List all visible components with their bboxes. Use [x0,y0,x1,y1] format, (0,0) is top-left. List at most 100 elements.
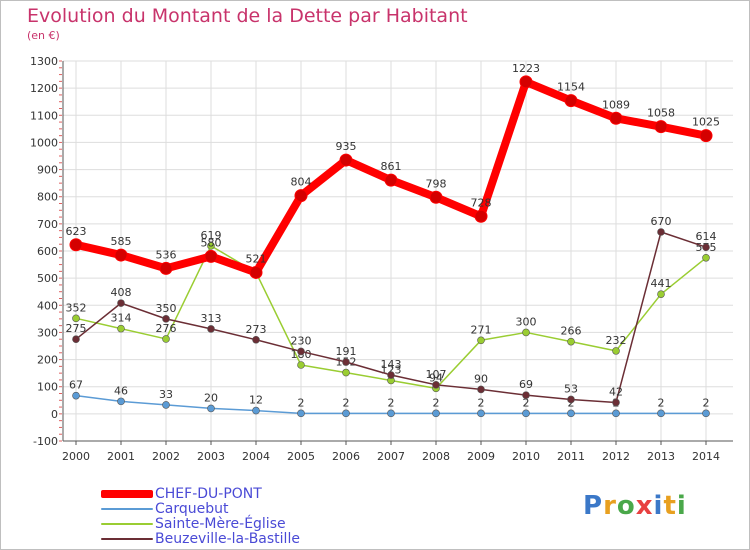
series-chef-du-pont: 623 585 536 580 521 804 935 861 798 728 1223 1154 10… [66,62,720,279]
y-tick-label: 1000 [30,136,58,149]
x-tick-label: 2012 [602,450,630,463]
data-label: 69 [519,378,533,391]
data-label: 230 [291,334,312,347]
x-tick-label: 2005 [287,450,315,463]
legend-item-sainte-mere-eglise: Sainte-Mère-Église [101,515,300,532]
data-point [72,314,80,323]
x-tick-label: 2008 [422,450,450,463]
data-label: 2 [433,396,440,409]
x-tick-label: 2011 [557,450,585,463]
data-point [429,190,443,204]
y-tick-label: 1100 [30,109,58,122]
chart-legend: CHEF-DU-PONT Carquebut Sainte-Mère-Églis… [101,485,300,547]
data-point [567,337,575,346]
data-point [114,248,128,262]
logo-letter: i [676,491,687,521]
data-point [159,261,173,275]
legend-label-chef-du-pont: CHEF-DU-PONT [155,485,262,502]
data-label: 798 [426,177,447,190]
y-tick-label: 400 [37,299,58,312]
data-point [612,347,620,355]
y-tick-label: 1200 [30,82,58,95]
data-label: 441 [651,277,672,290]
data-point [564,94,578,108]
data-point [69,238,83,252]
data-label: 314 [111,312,132,325]
logo-letter: x [635,491,654,521]
y-tick-label: 300 [37,326,58,339]
data-point [204,249,218,263]
data-point [477,409,485,418]
legend-label-beuzeville-la-bastille: Beuzeville-la-Bastille [155,530,300,547]
data-point [297,347,305,356]
logo-letter: t [663,491,677,521]
data-label: 232 [606,334,627,347]
data-label: 580 [201,236,222,249]
legend-swatch-chef-du-pont [101,489,153,498]
legend-item-beuzeville-la-bastille: Beuzeville-la-Bastille [101,530,300,547]
data-point [117,397,125,406]
x-tick-label: 2002 [152,450,180,463]
data-point [384,173,398,187]
logo-letter: r [603,491,617,521]
data-point [162,335,170,343]
data-label: 271 [471,323,492,336]
data-label: 90 [474,372,488,385]
data-label: 2 [703,396,710,409]
data-point [207,404,215,413]
data-label: 935 [336,140,357,153]
data-point [702,253,710,262]
y-tick-label: 800 [37,191,58,204]
data-point [252,335,260,344]
data-point [654,120,668,134]
data-label: 536 [156,248,177,261]
data-label: 521 [246,252,267,265]
data-label: 623 [66,225,87,238]
legend-swatch-beuzeville-la-bastille [101,537,153,540]
data-point [207,242,215,250]
data-point [567,395,575,404]
data-label: 313 [201,312,222,325]
data-label: 1154 [557,81,585,94]
data-label: 619 [201,229,222,242]
data-point [474,209,488,223]
y-tick-label: 200 [37,354,58,367]
data-label: 352 [66,301,87,314]
data-label: 350 [156,302,177,315]
data-point [249,265,263,279]
data-point [432,409,440,418]
data-label: 2 [523,396,530,409]
y-tick-label: 0 [51,408,58,421]
data-point [702,243,710,251]
data-point [252,406,260,415]
data-label: 300 [516,315,537,328]
data-point [432,381,440,389]
data-label: 20 [204,391,218,404]
legend-label-carquebut: Carquebut [155,500,229,517]
data-label: 2 [658,396,665,409]
x-tick-label: 2003 [197,450,225,463]
data-label: 276 [156,322,177,335]
data-label: 2 [343,396,350,409]
data-point [612,398,620,407]
data-point [657,228,665,236]
logo-letter: i [653,491,664,521]
data-point [567,409,575,418]
data-point [609,111,623,125]
data-point [339,153,353,167]
y-tick-label: 100 [37,381,58,394]
data-label: 2 [388,396,395,409]
data-label: 42 [609,385,623,398]
data-point [72,391,80,400]
data-label: 804 [291,176,312,189]
legend-label-sainte-mere-eglise: Sainte-Mère-Église [155,515,286,532]
data-point [342,358,350,366]
data-label: 1223 [512,62,540,75]
data-point [522,409,530,418]
data-point [612,409,620,418]
data-point [342,409,350,418]
chart-subtitle: (en €) [27,29,60,42]
data-label: 861 [381,160,402,173]
data-label: 1025 [692,116,720,129]
